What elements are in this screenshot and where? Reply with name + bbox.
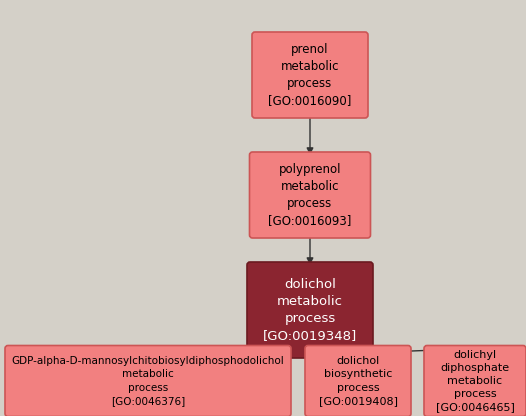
- Text: dolichyl
diphosphate
metabolic
process
[GO:0046465]: dolichyl diphosphate metabolic process […: [436, 349, 514, 412]
- Text: dolichol
metabolic
process
[GO:0019348]: dolichol metabolic process [GO:0019348]: [263, 278, 357, 342]
- FancyBboxPatch shape: [424, 346, 526, 416]
- Text: GDP-alpha-D-mannosylchitobiosyldiphosphodolichol
metabolic
process
[GO:0046376]: GDP-alpha-D-mannosylchitobiosyldiphospho…: [12, 356, 285, 406]
- Text: dolichol
biosynthetic
process
[GO:0019408]: dolichol biosynthetic process [GO:001940…: [319, 356, 398, 406]
- FancyBboxPatch shape: [252, 32, 368, 118]
- FancyBboxPatch shape: [305, 346, 411, 416]
- Text: prenol
metabolic
process
[GO:0016090]: prenol metabolic process [GO:0016090]: [268, 43, 352, 107]
- FancyBboxPatch shape: [5, 346, 291, 416]
- FancyBboxPatch shape: [249, 152, 370, 238]
- Text: polyprenol
metabolic
process
[GO:0016093]: polyprenol metabolic process [GO:0016093…: [268, 163, 352, 227]
- FancyBboxPatch shape: [247, 262, 373, 358]
